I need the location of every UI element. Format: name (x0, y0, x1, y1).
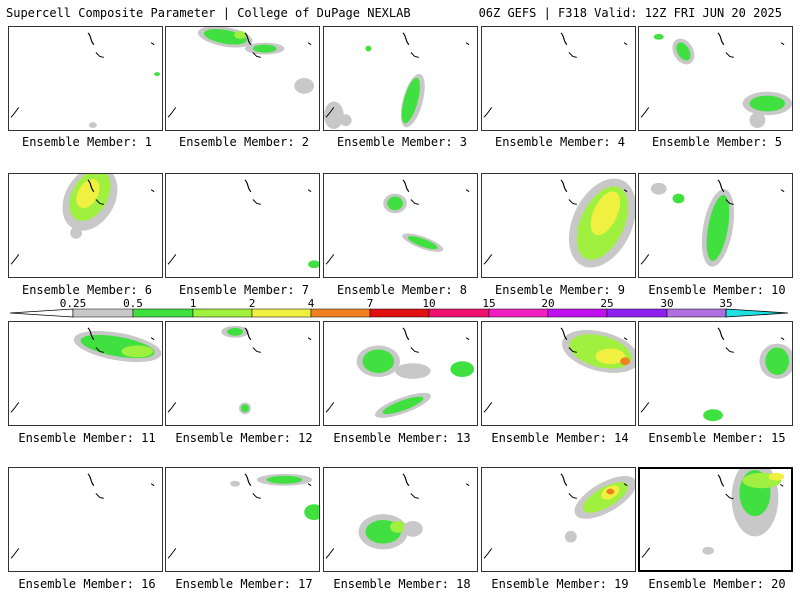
member-label-13: Ensemble Member: 13 (333, 431, 471, 445)
member-panel-6[interactable] (8, 173, 163, 278)
member-map-16 (10, 473, 155, 559)
colorbar-tick-9: 25 (600, 297, 614, 310)
member-panel-4[interactable] (481, 26, 636, 131)
colorbar-tick-7: 15 (482, 297, 496, 310)
member-label-16: Ensemble Member: 16 (18, 577, 156, 591)
member-map-9 (483, 178, 635, 268)
member-panel-2[interactable] (165, 26, 320, 131)
member-map-1 (10, 32, 161, 129)
member-panel-3[interactable] (323, 26, 478, 131)
member-panel-13[interactable] (323, 321, 478, 426)
member-map-8 (325, 179, 470, 265)
member-map-20 (641, 469, 785, 558)
member-panel-1[interactable] (8, 26, 163, 131)
member-label-19: Ensemble Member: 19 (491, 577, 629, 591)
member-label-20: Ensemble Member: 20 (648, 577, 786, 591)
member-map-4 (483, 32, 628, 118)
colorbar-tick-10: 30 (660, 297, 674, 310)
member-panel-20[interactable] (638, 467, 793, 572)
member-panel-10[interactable] (638, 173, 793, 278)
member-panel-15[interactable] (638, 321, 793, 426)
colorbar-legend (10, 299, 790, 321)
member-map-18 (325, 473, 470, 559)
member-label-11: Ensemble Member: 11 (18, 431, 156, 445)
member-map-12 (167, 325, 312, 415)
member-label-3: Ensemble Member: 3 (336, 135, 468, 149)
colorbar-tick-4: 4 (307, 297, 315, 310)
member-panel-19[interactable] (481, 467, 636, 572)
member-panel-18[interactable] (323, 467, 478, 572)
member-map-14 (483, 327, 635, 413)
colorbar-tick-2: 1 (189, 297, 197, 310)
member-panel-14[interactable] (481, 321, 636, 426)
member-panel-17[interactable] (165, 467, 320, 572)
member-map-7 (167, 179, 319, 269)
member-map-11 (10, 327, 162, 413)
member-map-3 (324, 32, 470, 130)
member-panel-5[interactable] (638, 26, 793, 131)
member-label-7: Ensemble Member: 7 (178, 283, 310, 297)
member-map-2 (167, 27, 315, 118)
colorbar-tick-6: 10 (422, 297, 436, 310)
member-map-17 (167, 473, 319, 559)
colorbar-tick-8: 20 (541, 297, 555, 310)
member-label-18: Ensemble Member: 18 (333, 577, 471, 591)
member-panel-9[interactable] (481, 173, 636, 278)
member-label-4: Ensemble Member: 4 (494, 135, 626, 149)
colorbar-tick-5: 7 (366, 297, 374, 310)
member-panel-11[interactable] (8, 321, 163, 426)
member-label-14: Ensemble Member: 14 (491, 431, 629, 445)
member-label-6: Ensemble Member: 6 (21, 283, 153, 297)
valid-time-label: 06Z GEFS | F318 Valid: 12Z FRI JUN 20 20… (478, 6, 782, 20)
member-label-9: Ensemble Member: 9 (494, 283, 626, 297)
chart-title: Supercell Composite Parameter | College … (6, 6, 411, 20)
colorbar-tick-3: 2 (248, 297, 256, 310)
member-panel-12[interactable] (165, 321, 320, 426)
colorbar-tick-11: 35 (719, 297, 733, 310)
member-label-2: Ensemble Member: 2 (178, 135, 310, 149)
member-panel-7[interactable] (165, 173, 320, 278)
member-label-1: Ensemble Member: 1 (21, 135, 153, 149)
member-map-15 (640, 327, 792, 422)
member-map-19 (483, 473, 635, 559)
colorbar-tick-1: 0.5 (123, 297, 143, 310)
colorbar-tick-0: 0.25 (59, 297, 87, 310)
member-map-6 (10, 174, 155, 265)
member-map-5 (640, 32, 792, 129)
member-label-15: Ensemble Member: 15 (648, 431, 786, 445)
member-panel-8[interactable] (323, 173, 478, 278)
member-panel-16[interactable] (8, 467, 163, 572)
member-label-10: Ensemble Member: 10 (648, 283, 786, 297)
member-label-8: Ensemble Member: 8 (336, 283, 468, 297)
member-map-10 (640, 179, 785, 267)
member-label-5: Ensemble Member: 5 (651, 135, 783, 149)
member-label-12: Ensemble Member: 12 (175, 431, 313, 445)
member-label-17: Ensemble Member: 17 (175, 577, 313, 591)
member-map-13 (325, 327, 475, 418)
colorbar-svg (10, 308, 789, 318)
